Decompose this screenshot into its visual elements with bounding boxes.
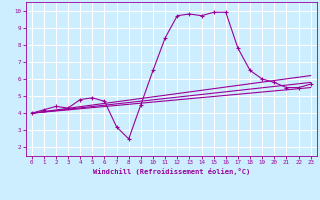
X-axis label: Windchill (Refroidissement éolien,°C): Windchill (Refroidissement éolien,°C) — [92, 168, 250, 175]
